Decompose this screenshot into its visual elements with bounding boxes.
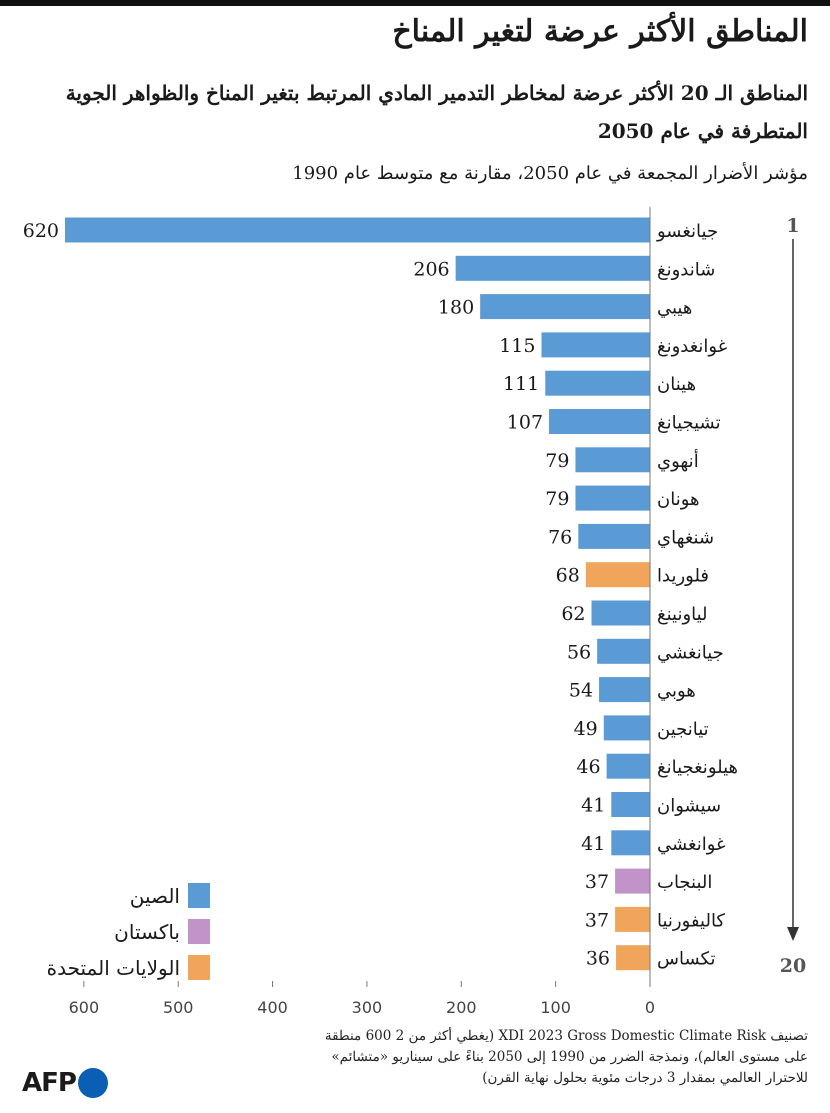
afp-logo-text: AFP bbox=[22, 1068, 77, 1098]
value-label-15: 46 bbox=[576, 756, 600, 778]
value-label-20: 36 bbox=[586, 948, 610, 970]
labels-layer: 620 جيانغسو 206 شاندونغ 180 هيبي 115 غوانغدونغ 1… bbox=[23, 220, 738, 970]
bar-8 bbox=[575, 485, 650, 511]
category-label-16: سيشوان bbox=[657, 796, 721, 817]
footnote-line-2: على مستوى العالم)، ونمذجة الضرر من 1990 … bbox=[331, 1049, 808, 1065]
bar-4 bbox=[541, 332, 650, 358]
legend-label-usa: الولايات المتحدة bbox=[47, 956, 180, 980]
bar-12 bbox=[597, 638, 650, 664]
category-label-19: كاليفورنيا bbox=[657, 910, 725, 931]
category-label-10: فلوريدا bbox=[657, 566, 709, 587]
category-label-7: أنهوي bbox=[657, 449, 699, 472]
bar-17 bbox=[611, 830, 650, 856]
value-label-12: 56 bbox=[567, 641, 591, 663]
category-label-13: هوبي bbox=[657, 681, 696, 702]
value-label-5: 111 bbox=[503, 373, 539, 395]
footnote-line-1: تصنيف XDI 2023 Gross Domestic Climate Ri… bbox=[324, 1028, 808, 1044]
chart-subtitle: المناطق الـ 20 الأكثر عرضة لمخاطر التدمي… bbox=[65, 81, 808, 143]
category-label-1: جيانغسو bbox=[656, 221, 718, 242]
value-label-13: 54 bbox=[569, 680, 593, 702]
top-bar bbox=[0, 0, 830, 6]
bar-19 bbox=[615, 906, 650, 932]
x-tick-label-300: 300 bbox=[352, 998, 383, 1017]
footnote-line-3: للاحترار العالمي بمقدار 3 درجات مئوية بح… bbox=[482, 1070, 808, 1086]
bar-18 bbox=[615, 868, 650, 894]
category-label-12: جيانغشي bbox=[657, 642, 724, 663]
x-tick-label-100: 100 bbox=[540, 998, 571, 1017]
legend-label-china: الصين bbox=[130, 884, 180, 908]
legend-label-pakistan: باكستان bbox=[114, 920, 180, 944]
value-label-9: 76 bbox=[548, 526, 572, 548]
category-label-11: لياونينغ bbox=[657, 604, 708, 625]
bar-13 bbox=[599, 677, 650, 703]
x-tick-label-400: 400 bbox=[257, 998, 288, 1017]
bar-6 bbox=[549, 409, 650, 434]
bar-10 bbox=[585, 562, 650, 588]
legend-swatch-pakistan bbox=[188, 919, 210, 944]
bar-5 bbox=[545, 370, 650, 396]
category-label-20: تكساس bbox=[657, 949, 715, 970]
x-tick-label-500: 500 bbox=[163, 998, 194, 1017]
value-label-8: 79 bbox=[545, 488, 569, 510]
rank-layer: 1 20 bbox=[780, 215, 806, 977]
category-label-8: هونان bbox=[657, 489, 700, 510]
value-label-11: 62 bbox=[561, 603, 585, 625]
category-label-4: غوانغدونغ bbox=[657, 336, 727, 357]
rank-start-label: 1 bbox=[786, 215, 799, 237]
bar-9 bbox=[578, 523, 650, 549]
category-label-2: شاندونغ bbox=[657, 259, 715, 280]
bar-11 bbox=[591, 600, 650, 626]
value-label-7: 79 bbox=[545, 450, 569, 472]
category-label-17: غوانغشي bbox=[657, 834, 725, 855]
value-label-3: 180 bbox=[438, 297, 474, 319]
bar-7 bbox=[575, 447, 650, 473]
legend-swatch-china bbox=[188, 883, 210, 908]
value-label-1: 620 bbox=[23, 220, 59, 242]
footnote: تصنيف XDI 2023 Gross Domestic Climate Ri… bbox=[208, 1026, 808, 1089]
value-label-19: 37 bbox=[585, 909, 609, 931]
bar-3 bbox=[480, 294, 650, 320]
category-label-18: البنجاب bbox=[657, 872, 712, 893]
value-label-6: 107 bbox=[507, 412, 543, 434]
legend-swatch-usa bbox=[188, 955, 210, 980]
chart-title: المناطق الأكثر عرضة لتغير المناخ bbox=[392, 14, 808, 49]
x-tick-label-600: 600 bbox=[69, 998, 100, 1017]
value-label-4: 115 bbox=[499, 335, 535, 357]
bar-16 bbox=[611, 792, 650, 817]
rank-end-label: 20 bbox=[780, 955, 806, 977]
value-label-10: 68 bbox=[556, 565, 580, 587]
category-label-14: تيانجين bbox=[657, 719, 709, 740]
category-label-3: هيبي bbox=[657, 298, 692, 319]
value-label-17: 41 bbox=[581, 833, 605, 855]
x-tick-label-200: 200 bbox=[446, 998, 477, 1017]
bar-14 bbox=[603, 715, 650, 741]
legend-layer: الصين باكستان الولايات المتحدة bbox=[47, 883, 210, 980]
value-label-14: 49 bbox=[574, 718, 598, 740]
value-label-2: 206 bbox=[413, 258, 449, 280]
bar-2 bbox=[455, 255, 650, 281]
afp-logo-circle-icon bbox=[77, 1068, 108, 1098]
rank-arrow-head-icon bbox=[787, 927, 799, 941]
bar-20 bbox=[616, 945, 650, 971]
category-label-15: هيلونغجيانغ bbox=[657, 757, 738, 778]
bar-1 bbox=[65, 217, 650, 243]
afp-logo: AFP bbox=[22, 1066, 108, 1100]
bars-layer bbox=[65, 217, 650, 971]
bar-15 bbox=[606, 753, 650, 779]
x-tick-label-0: 0 bbox=[645, 998, 655, 1017]
value-label-16: 41 bbox=[581, 795, 605, 817]
category-label-6: تشيجيانغ bbox=[657, 413, 721, 434]
metric-label: مؤشر الأضرار المجمعة في عام 2050، مقارنة… bbox=[292, 163, 808, 184]
category-label-9: شنغهاي bbox=[657, 527, 714, 548]
value-label-18: 37 bbox=[585, 871, 609, 893]
category-label-5: هينان bbox=[657, 374, 696, 395]
axis-layer: 600 500 400 300 200 100 0 bbox=[69, 207, 655, 1017]
